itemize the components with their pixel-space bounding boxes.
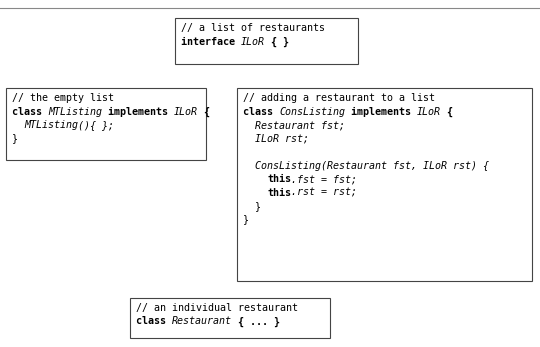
Text: }: } — [243, 201, 261, 211]
Text: (){ };: (){ }; — [78, 120, 114, 130]
Text: .rst = rst;: .rst = rst; — [291, 187, 357, 197]
Text: ILoR: ILoR — [174, 107, 198, 117]
Text: // the empty list: // the empty list — [12, 93, 114, 103]
Text: { }: { } — [265, 36, 289, 47]
Text: implements: implements — [345, 107, 417, 117]
Text: {: { — [198, 107, 210, 117]
Text: MTListing: MTListing — [48, 107, 102, 117]
Text: this: this — [267, 187, 291, 197]
Text: implements: implements — [102, 107, 174, 117]
Bar — [130, 298, 330, 338]
Text: Restaurant fst;: Restaurant fst; — [255, 120, 345, 130]
Text: ILoR rst;: ILoR rst; — [255, 134, 309, 144]
Bar — [6, 88, 206, 160]
Text: class: class — [243, 107, 279, 117]
Text: MTListing: MTListing — [24, 120, 78, 130]
Bar — [175, 18, 358, 64]
Text: class: class — [136, 316, 172, 327]
Text: { ... }: { ... } — [232, 316, 280, 327]
Text: .fst = fst;: .fst = fst; — [291, 174, 357, 184]
Text: this: this — [267, 174, 291, 184]
Text: ILoR: ILoR — [417, 107, 441, 117]
Text: {: { — [441, 107, 453, 117]
Text: }: } — [243, 214, 249, 225]
Text: class: class — [12, 107, 48, 117]
Text: // an individual restaurant: // an individual restaurant — [136, 303, 298, 313]
Bar — [237, 88, 532, 281]
Text: ILoR: ILoR — [241, 36, 265, 46]
Text: }: } — [12, 134, 18, 144]
Text: // adding a restaurant to a list: // adding a restaurant to a list — [243, 93, 435, 103]
Text: ConsListing(Restaurant fst, ILoR rst) {: ConsListing(Restaurant fst, ILoR rst) { — [255, 161, 489, 170]
Text: ConsListing: ConsListing — [279, 107, 345, 117]
Text: interface: interface — [181, 36, 241, 46]
Text: // a list of restaurants: // a list of restaurants — [181, 23, 325, 33]
Text: Restaurant: Restaurant — [172, 316, 232, 327]
